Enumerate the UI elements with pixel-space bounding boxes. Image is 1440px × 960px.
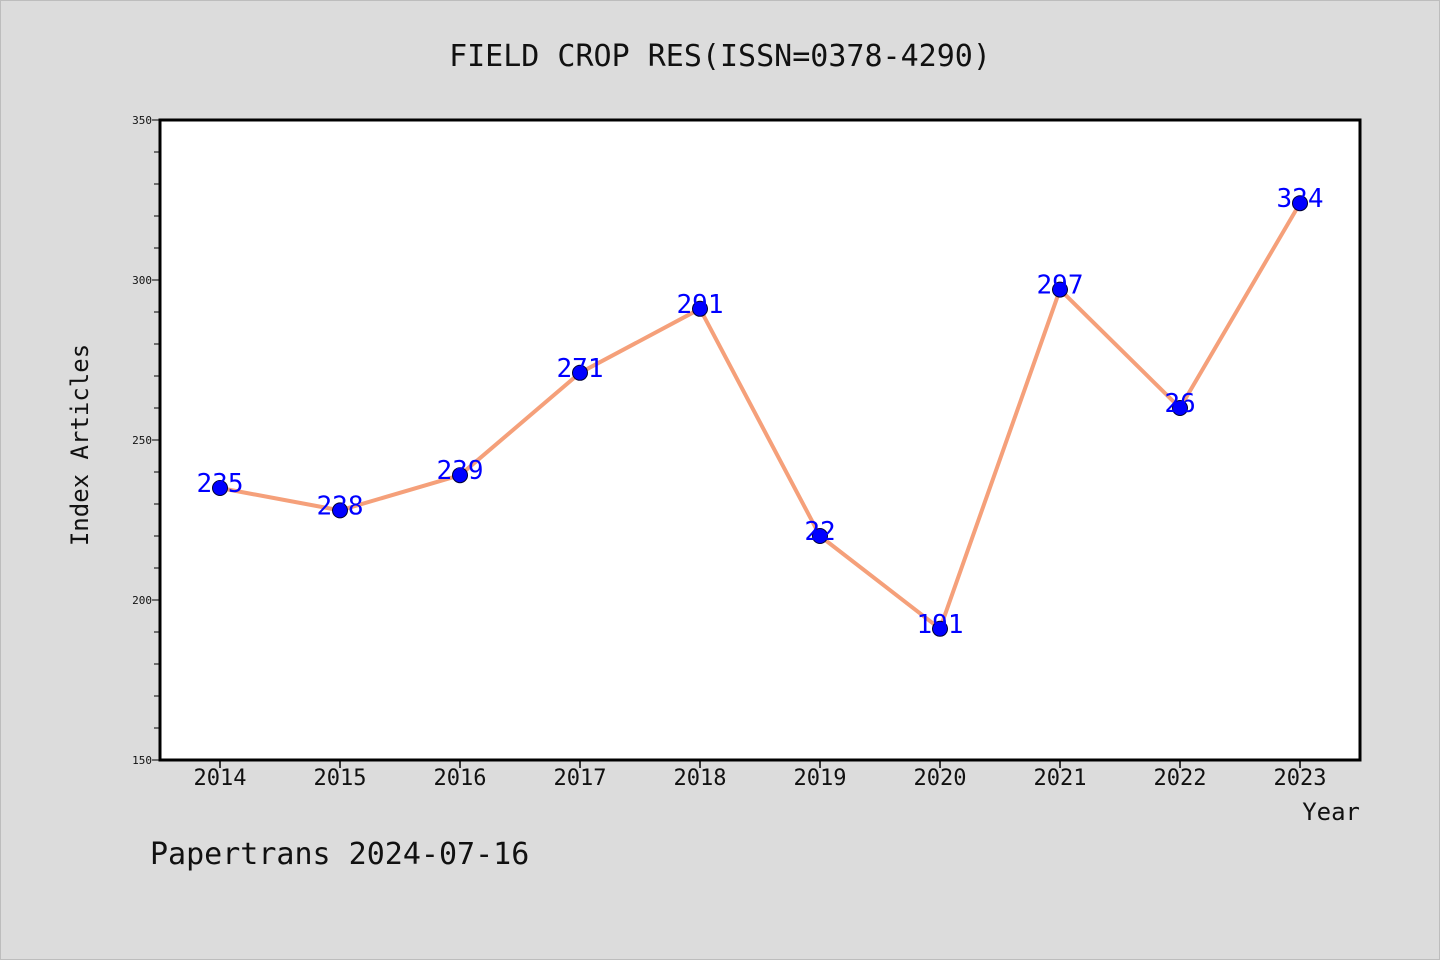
x-tick-label: 2019 (794, 766, 847, 791)
data-label: 239 (437, 456, 484, 486)
x-tick-label: 2018 (674, 766, 727, 791)
data-label: 297 (1037, 271, 1084, 301)
y-axis-label: Index Articles (66, 344, 94, 546)
data-label: 324 (1277, 184, 1324, 214)
data-point (812, 528, 828, 544)
chart-title: FIELD CROP RES(ISSN=0378-4290) (449, 39, 991, 74)
plot-area (158, 118, 1362, 762)
data-label: 228 (317, 491, 364, 521)
x-axis-label: Year (1302, 798, 1360, 826)
y-tick-label: 200 (132, 594, 152, 607)
data-point (1052, 281, 1068, 298)
footer-text: Papertrans 2024-07-16 (150, 837, 529, 872)
data-point (332, 502, 348, 519)
data-point (1292, 195, 1308, 212)
y-tick-label: 150 (132, 754, 152, 767)
series-line (219, 202, 1302, 631)
y-tick-label: 300 (132, 274, 152, 287)
data-label: 26 (1164, 389, 1195, 419)
x-tick-label: 2022 (1154, 766, 1207, 791)
data-label: 235 (197, 469, 244, 499)
data-point (1172, 400, 1188, 416)
data-point (452, 467, 468, 484)
y-tick-label: 250 (132, 434, 152, 447)
data-point (932, 620, 948, 637)
data-point (692, 300, 708, 317)
data-points (212, 195, 1308, 637)
x-tick-label: 2016 (434, 766, 487, 791)
y-tick-label: 350 (132, 114, 152, 127)
data-point (572, 364, 588, 381)
data-label: 291 (677, 290, 724, 320)
y-axis: 150 200 250 300 350 (132, 114, 160, 767)
x-axis: 2014 2015 2016 2017 2018 2019 2020 2021 2022 2023 (194, 760, 1327, 791)
data-labels: 235 228 239 271 291 22 191 297 26 324 (197, 184, 1324, 640)
x-tick-label: 2020 (914, 766, 967, 791)
x-tick-label: 2017 (554, 766, 607, 791)
x-tick-label: 2021 (1034, 766, 1087, 791)
data-label: 22 (804, 517, 835, 547)
x-tick-label: 2023 (1274, 766, 1327, 791)
x-tick-label: 2014 (194, 766, 247, 791)
x-tick-label: 2015 (314, 766, 367, 791)
data-point (212, 480, 228, 496)
data-label: 271 (557, 354, 604, 384)
data-label: 191 (917, 610, 964, 640)
